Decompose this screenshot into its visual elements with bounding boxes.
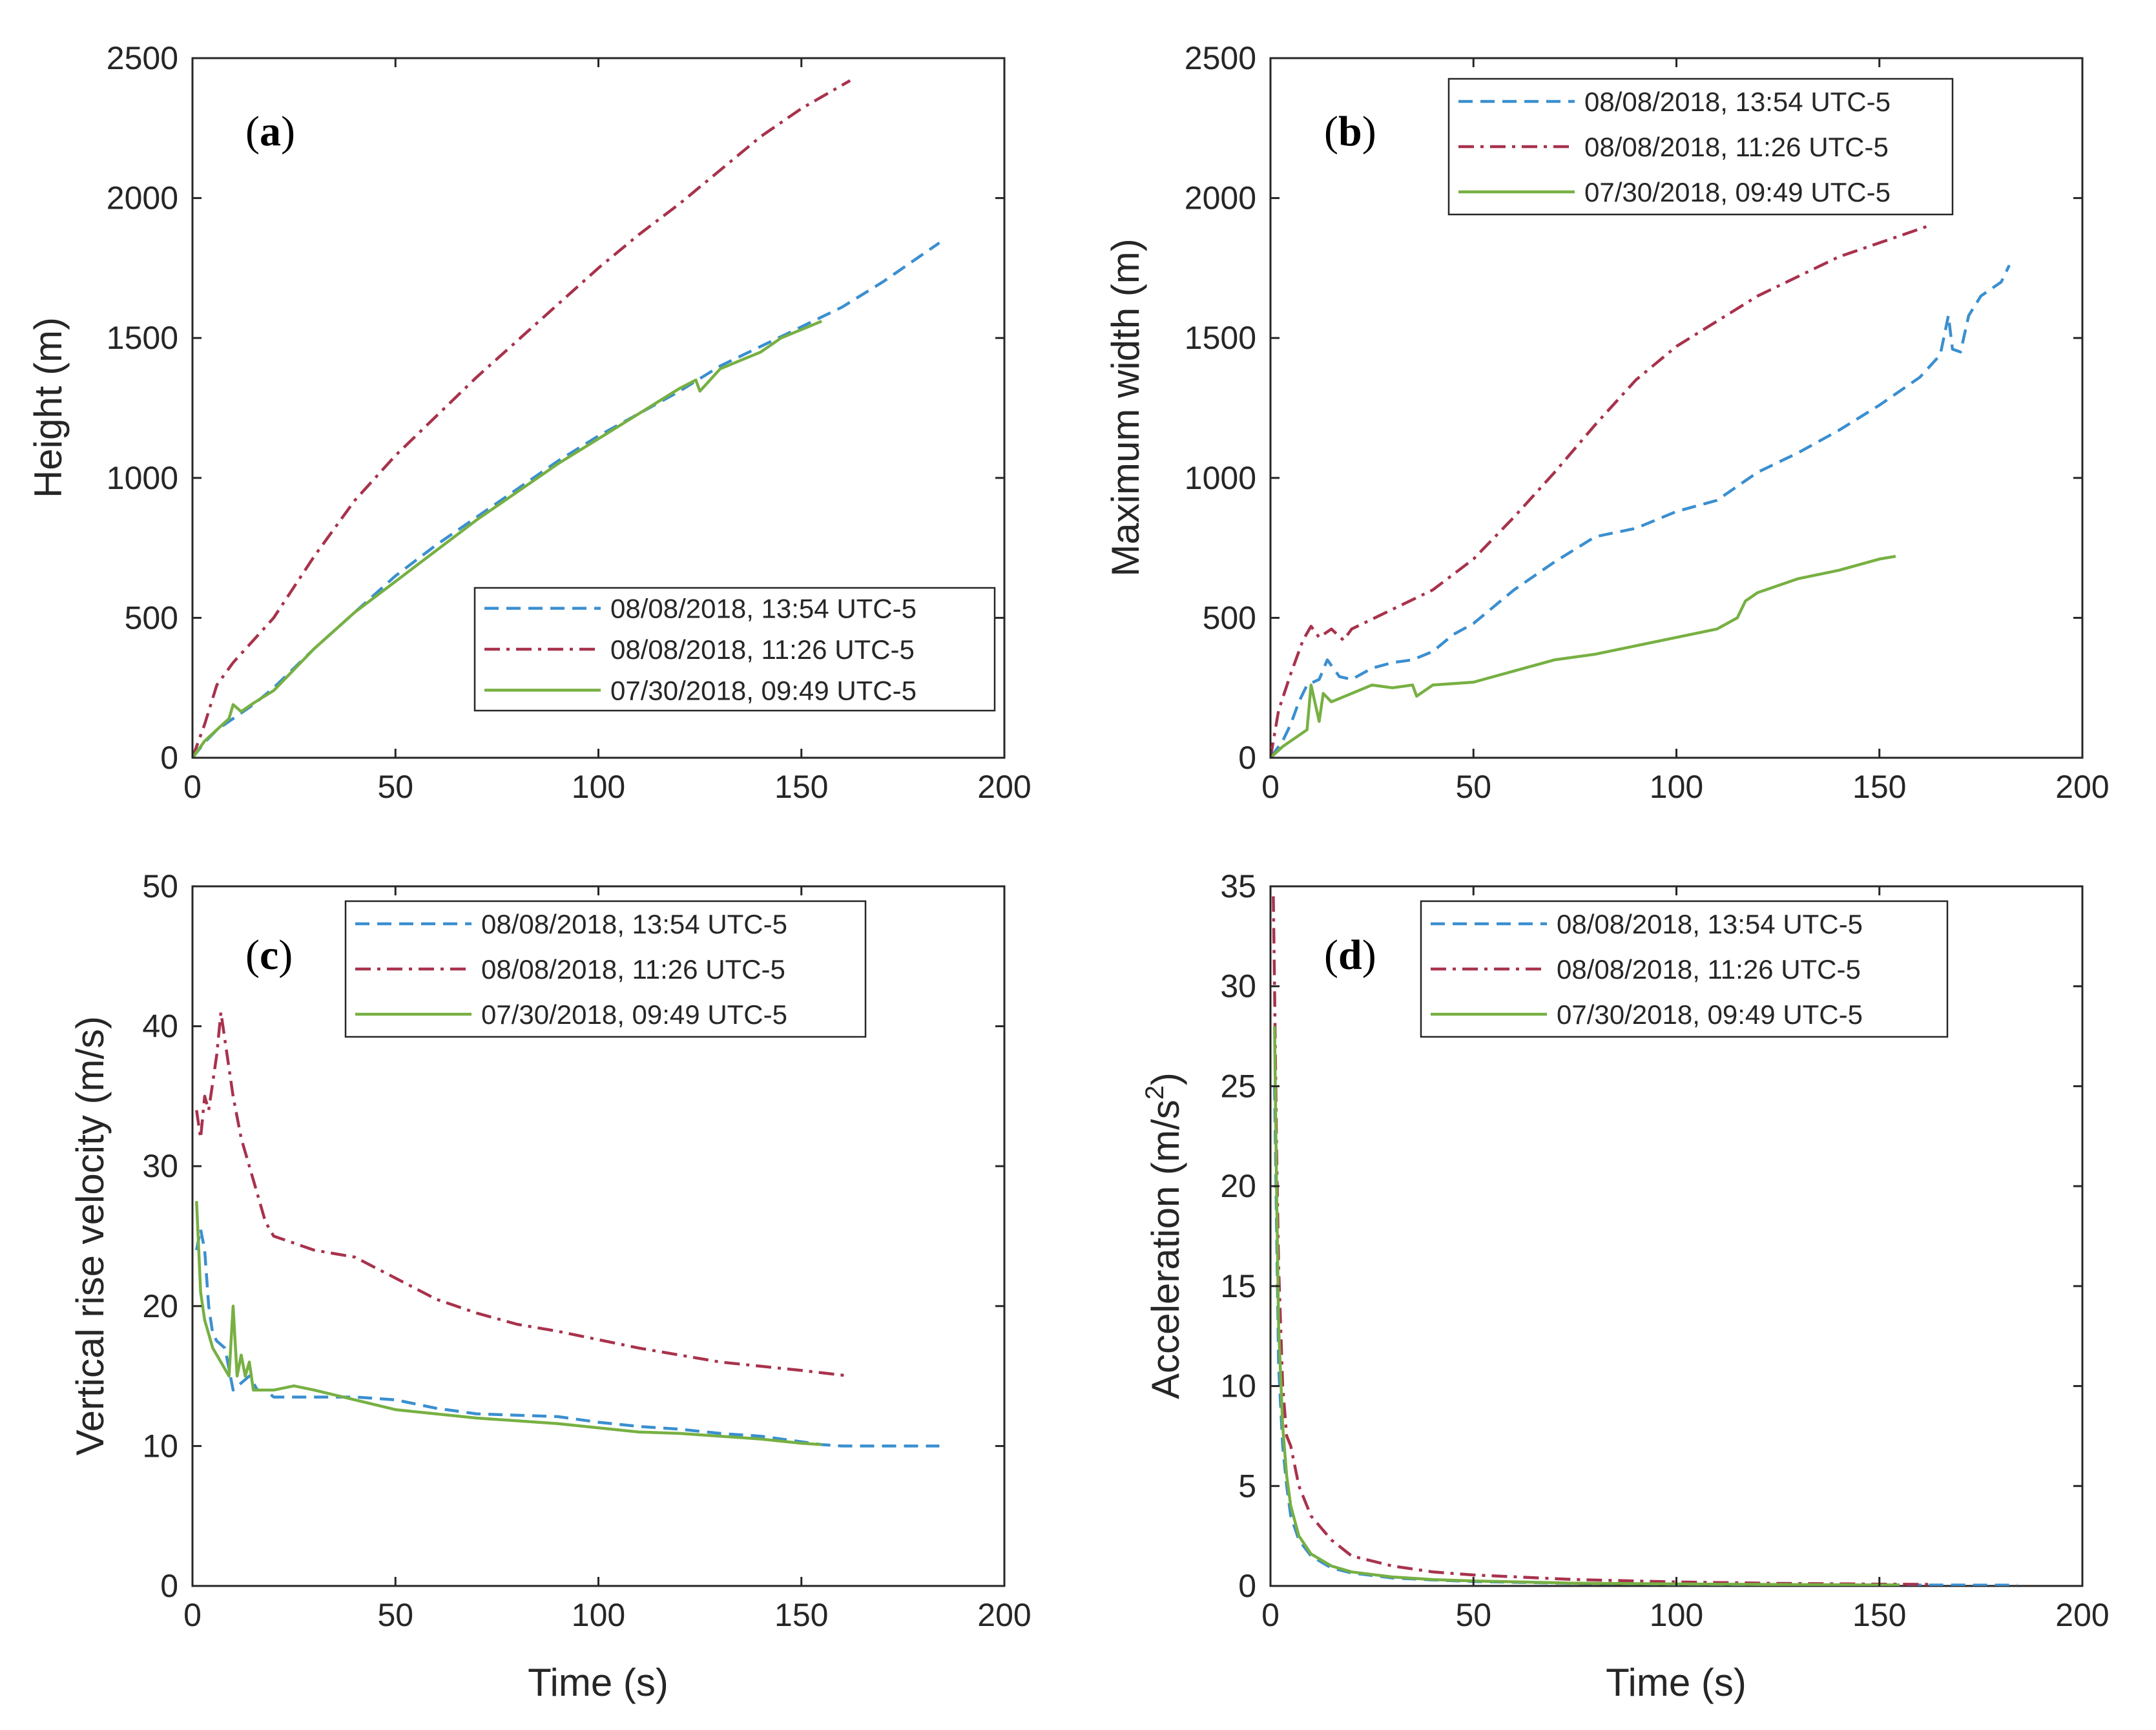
series-line-c-3 [195,1201,822,1446]
y-axis-label-c: Vertical rise velocity (m/s) [68,1016,112,1455]
x-tick-label: 0 [183,769,202,805]
y-ticks-a: 0 500 1000 1500 2000 2500 [107,40,1004,776]
x-tick-label: 200 [2055,1597,2109,1633]
legend-entry: 07/30/2018, 09:49 UTC-5 [1584,177,1891,207]
y-ticks-d: 0 5 10 15 20 25 30 35 [1220,868,2082,1604]
panel-label-d: (d) [1324,932,1376,979]
y-tick-label: 15 [1220,1268,1256,1304]
y-tick-label: 20 [142,1288,178,1324]
legend-entry: 08/08/2018, 13:54 UTC-5 [610,594,917,624]
y-tick-label: 1500 [107,320,178,356]
legend-entry: 08/08/2018, 11:26 UTC-5 [1584,132,1889,162]
x-tick-label: 100 [1650,1597,1703,1633]
y-tick-label: 2500 [1185,40,1256,76]
x-ticks-b: 0 50 100 150 200 [1261,58,2109,805]
x-tick-label: 200 [2055,769,2109,805]
panel-b: 0 50 100 150 200 0 500 1000 1500 2000 2500 (b) Ma… [1104,40,2109,805]
legend-c: 08/08/2018, 13:54 UTC-5 08/08/2018, 11:26… [344,900,867,1038]
panel-c: 0 50 100 150 200 0 10 20 30 40 50 (c) Vertical ri… [68,868,1031,1704]
x-tick-label: 150 [774,769,828,805]
y-tick-label: 35 [1220,868,1256,904]
series-line-b-2 [1270,224,1929,758]
legend-entry: 08/08/2018, 13:54 UTC-5 [481,909,787,939]
legend-entry: 07/30/2018, 09:49 UTC-5 [610,675,917,705]
x-tick-label: 50 [377,1597,413,1633]
plot-area-c [195,1010,940,1448]
panel-a: 0 50 100 150 200 0 500 1000 1500 2000 2500 (a) He… [26,40,1031,805]
y-tick-label: 50 [142,868,178,904]
x-ticks-a: 0 50 100 150 200 [183,58,1031,805]
x-tick-label: 100 [572,1597,625,1633]
y-tick-label: 5 [1238,1468,1256,1504]
legend-a: 08/08/2018, 13:54 UTC-5 08/08/2018, 11:26… [473,587,996,712]
y-tick-label: 30 [142,1148,178,1184]
series-line-c-2 [195,1010,851,1378]
x-tick-label: 200 [977,1597,1031,1633]
x-tick-label: 0 [183,1597,202,1633]
x-tick-label: 150 [774,1597,828,1633]
y-tick-label: 30 [1220,968,1256,1005]
legend-entry: 08/08/2018, 11:26 UTC-5 [1557,954,1861,985]
legend-entry: 07/30/2018, 09:49 UTC-5 [481,999,787,1030]
legend-b: 08/08/2018, 13:54 UTC-5 08/08/2018, 11:26… [1447,78,1954,216]
x-tick-label: 0 [1261,1597,1280,1633]
x-axis-label-d: Time (s) [1606,1661,1747,1704]
y-tick-label: 2000 [107,180,178,216]
y-axis-label-b: Maximum width (m) [1104,238,1147,576]
panel-label-c: (c) [245,932,293,979]
legend-entry: 08/08/2018, 11:26 UTC-5 [481,954,785,985]
plot-area-b [1270,224,2011,758]
series-line-d-2 [1272,896,1929,1586]
y-ticks-c: 0 10 20 30 40 50 [142,868,1004,1604]
series-line-b-3 [1270,554,1896,758]
y-tick-label: 25 [1220,1068,1256,1104]
y-tick-label: 10 [142,1428,178,1464]
y-axis-label-a: Height (m) [26,317,70,498]
x-ticks-d: 0 50 100 150 200 [1261,886,2109,1633]
panel-label-b: (b) [1324,108,1376,155]
y-tick-label: 40 [142,1008,178,1045]
legend-d: 08/08/2018, 13:54 UTC-5 08/08/2018, 11:26… [1420,900,1949,1038]
plot-area-d [1272,896,2018,1586]
y-tick-label: 500 [125,599,178,636]
y-ticks-b: 0 500 1000 1500 2000 2500 [1185,40,2082,776]
series-line-c-1 [195,1227,940,1448]
legend-entry: 08/08/2018, 13:54 UTC-5 [1584,87,1891,117]
panel-label-a: (a) [245,108,295,155]
y-tick-label: 0 [160,1568,178,1604]
x-tick-label: 100 [1650,769,1703,805]
x-tick-label: 100 [572,769,625,805]
y-tick-label: 0 [1238,740,1256,776]
x-tick-label: 150 [1852,1597,1906,1633]
y-tick-label: 1500 [1185,320,1256,356]
y-tick-label: 500 [1203,599,1256,636]
series-line-b-1 [1270,264,2011,758]
series-line-a-2 [192,79,851,758]
x-ticks-c: 0 50 100 150 200 [183,886,1031,1633]
legend-entry: 08/08/2018, 11:26 UTC-5 [610,634,915,665]
x-tick-label: 200 [977,769,1031,805]
legend-entry: 08/08/2018, 13:54 UTC-5 [1557,909,1863,939]
y-axis-label-d: Acceleration (m/s2) [1141,1072,1187,1399]
x-tick-label: 0 [1261,769,1280,805]
legend-entry: 07/30/2018, 09:49 UTC-5 [1557,999,1863,1030]
plot-area-a [192,79,940,758]
panel-d: 0 50 100 150 200 0 5 10 15 20 25 30 35 (d) Accelera… [1141,868,2109,1704]
x-tick-label: 150 [1852,769,1906,805]
y-tick-label: 2000 [1185,180,1256,216]
y-tick-label: 10 [1220,1368,1256,1404]
y-tick-label: 0 [1238,1568,1256,1604]
x-tick-label: 50 [377,769,413,805]
x-tick-label: 50 [1455,1597,1491,1633]
x-tick-label: 50 [1455,769,1491,805]
y-tick-label: 0 [160,740,178,776]
y-tick-label: 20 [1220,1168,1256,1204]
y-tick-label: 1000 [107,460,178,496]
y-tick-label: 1000 [1185,460,1256,496]
series-line-a-3 [192,320,823,758]
x-axis-label-c: Time (s) [528,1661,669,1704]
series-line-d-3 [1273,1026,1900,1586]
y-tick-label: 2500 [107,40,178,76]
